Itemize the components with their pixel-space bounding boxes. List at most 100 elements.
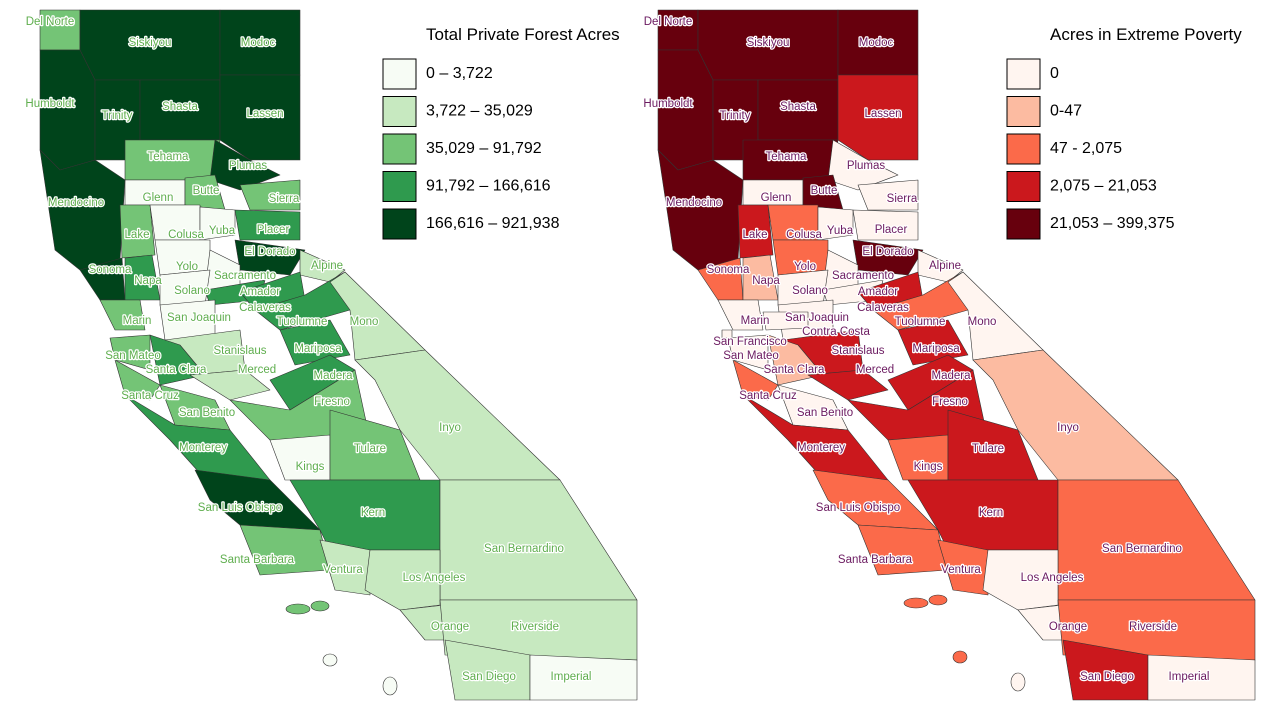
county	[852, 239, 924, 276]
county	[39, 149, 126, 271]
county-label: Marin	[741, 315, 770, 327]
county-label: Mendocino	[48, 197, 104, 209]
county	[807, 369, 889, 401]
county-label: Los Angeles	[1021, 572, 1084, 584]
county	[837, 74, 919, 161]
county-label: Stanislaus	[213, 345, 266, 357]
county	[937, 539, 989, 596]
county-label: Yuba	[209, 225, 236, 237]
island	[285, 603, 311, 615]
county-label: Monterey	[797, 442, 845, 454]
county-label: Kern	[361, 507, 385, 519]
county-label: Modoc	[859, 37, 894, 49]
county-label: Placer	[875, 224, 908, 236]
county-label: Modoc	[241, 37, 276, 49]
county-label: San Mateo	[723, 350, 779, 362]
county-label: Mariposa	[294, 343, 342, 355]
forest-map: Del Norte Siskiyou Modoc Humboldt Trinity Sha…	[24, 9, 638, 701]
county	[717, 299, 764, 331]
county-label: Inyo	[439, 422, 461, 434]
legend-swatch	[1006, 58, 1041, 90]
county	[119, 204, 156, 259]
legend-label: 2,075 – 21,053	[1050, 178, 1157, 195]
county-label: Orange	[431, 621, 469, 633]
county-label: Butte	[193, 185, 220, 197]
county-label: Humboldt	[25, 98, 75, 110]
county-label: El Dorado	[244, 246, 295, 258]
county	[109, 334, 151, 371]
county-label: San Joaquin	[785, 312, 849, 324]
county-label: El Dorado	[862, 246, 913, 258]
county	[209, 139, 281, 191]
county-label: Kings	[914, 461, 943, 473]
island	[903, 597, 929, 609]
county	[762, 311, 809, 331]
county-label: Riverside	[511, 621, 559, 633]
legend-title: Total Private Forest Acres	[426, 25, 620, 44]
county-label: Marin	[123, 315, 152, 327]
county-label: San Luis Obispo	[816, 502, 900, 514]
legend-swatch	[382, 171, 417, 202]
county-label: Tulare	[972, 443, 1004, 455]
county-label: Mariposa	[912, 343, 960, 355]
island	[928, 594, 948, 606]
county	[827, 139, 899, 191]
county-label: San Luis Obispo	[198, 502, 282, 514]
county-label: Trinity	[102, 110, 133, 122]
county-label: Solano	[792, 285, 828, 297]
county-label: Madera	[314, 370, 354, 382]
legend-label: 0 – 3,722	[426, 65, 493, 82]
county-label: Mono	[350, 316, 379, 328]
county	[269, 434, 331, 481]
county-label: Tehama	[148, 151, 190, 163]
county	[439, 479, 638, 601]
county-label: Contra Costa	[802, 326, 870, 338]
county-label: Del Norte	[26, 16, 75, 28]
county	[529, 654, 638, 701]
legend-swatch	[1006, 171, 1041, 202]
county-label: Merced	[856, 364, 894, 376]
county-label: Kern	[979, 507, 1003, 519]
county-label: Mono	[968, 316, 997, 328]
county-label: Fresno	[932, 396, 968, 408]
island	[310, 600, 330, 612]
island	[322, 653, 338, 667]
county-label: San Diego	[462, 671, 516, 683]
county	[1147, 654, 1256, 701]
county-label: Yolo	[176, 261, 198, 273]
county-label: Santa Barbara	[838, 554, 913, 566]
county-label: Fresno	[314, 396, 350, 408]
county-label: Inyo	[1057, 422, 1079, 434]
county	[219, 74, 301, 161]
county-label: San Joaquin	[167, 312, 231, 324]
county-label: Mendocino	[666, 197, 722, 209]
county-label: Shasta	[162, 101, 198, 113]
county-label: Santa Clara	[146, 364, 207, 376]
county-label: Del Norte	[644, 16, 693, 28]
county	[727, 334, 769, 371]
county-label: Merced	[238, 364, 276, 376]
county-label: Amador	[858, 286, 898, 298]
county-label: Lassen	[864, 108, 901, 120]
county-label: Lassen	[246, 108, 283, 120]
county-label: Plumas	[229, 160, 268, 172]
legend-swatch	[382, 208, 417, 240]
county-label: Orange	[1049, 621, 1087, 633]
county-label: Siskiyou	[129, 37, 172, 49]
county	[732, 359, 779, 401]
county-label: Siskiyou	[747, 37, 790, 49]
county-label: Ventura	[941, 564, 981, 576]
county-label: Lake	[743, 229, 768, 241]
legend-swatch	[1006, 208, 1041, 240]
county-label: Solano	[174, 285, 210, 297]
poverty-map: Del Norte Siskiyou Modoc Humboldt Trinity Sha…	[642, 9, 1256, 701]
county-label: Santa Cruz	[121, 390, 179, 402]
county-label: Shasta	[780, 101, 816, 113]
county-label: San Benito	[797, 407, 853, 419]
county-label: Colusa	[786, 229, 822, 241]
county-label: Imperial	[551, 671, 592, 683]
county	[852, 209, 919, 241]
legend-swatch	[382, 58, 417, 90]
legend-label: 0-47	[1050, 103, 1082, 120]
